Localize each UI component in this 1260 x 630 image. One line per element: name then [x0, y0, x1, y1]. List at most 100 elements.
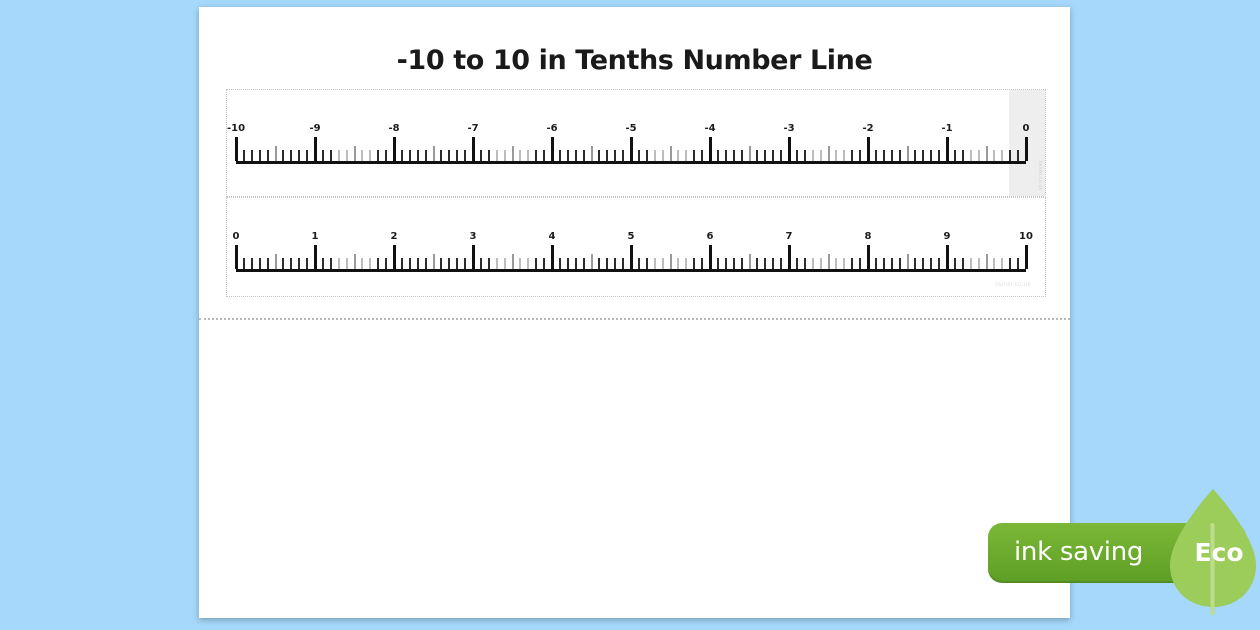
- corner-watermark: twinkl.co.uk: [995, 282, 1031, 288]
- tick-minor: [1017, 258, 1020, 269]
- tick-minor: [914, 150, 917, 161]
- tick-minor: [732, 150, 735, 161]
- tick-minor: [835, 150, 838, 161]
- tick-minor: [242, 150, 245, 161]
- tick-minor: [882, 150, 885, 161]
- tick-minor: [266, 258, 269, 269]
- tick-minor: [677, 258, 680, 269]
- tick-minor: [456, 258, 459, 269]
- tick-minor: [566, 150, 569, 161]
- tick-minor: [772, 150, 775, 161]
- tick-minor: [622, 258, 625, 269]
- tick-minor: [898, 150, 901, 161]
- tick-minor: [645, 258, 648, 269]
- tick-label: 4: [548, 231, 556, 242]
- worksheet-page: -10 to 10 in Tenths Number Line -10 -9 -8-…: [199, 7, 1070, 618]
- tick-minor: [732, 258, 735, 269]
- tick-major: [1024, 245, 1028, 269]
- tick-minor: [527, 258, 530, 269]
- tick-minor: [400, 150, 403, 161]
- tick-label: -3: [783, 123, 795, 134]
- tick-minor: [851, 258, 854, 269]
- tick-minor: [487, 258, 490, 269]
- tick-minor: [724, 150, 727, 161]
- tick-minor: [890, 150, 893, 161]
- tick-minor: [361, 258, 364, 269]
- tick-minor: [756, 258, 759, 269]
- number-line-baseline: [236, 161, 1026, 164]
- tick-minor: [701, 150, 704, 161]
- worksheet-sheet-1: -10 to 10 in Tenths Number Line -10 -9 -8-…: [199, 7, 1070, 318]
- tick-minor: [1009, 150, 1012, 161]
- tick-minor: [582, 150, 585, 161]
- tick-label: -1: [941, 123, 953, 134]
- number-line-strip-positive[interactable]: 0 1 2 3 4 5 6 7 8 9 10 twinkl.co.uk: [226, 197, 1046, 297]
- cut-line-divider: [199, 318, 1070, 320]
- tick-minor: [740, 258, 743, 269]
- tick-minor: [337, 258, 340, 269]
- tick-minor: [780, 258, 783, 269]
- tick-label: -4: [704, 123, 716, 134]
- tick-minor: [922, 150, 925, 161]
- tick-minor: [1001, 150, 1004, 161]
- tick-minor: [321, 150, 324, 161]
- tick-minor: [242, 258, 245, 269]
- tick-minor: [764, 258, 767, 269]
- tick-minor: [1017, 150, 1020, 161]
- number-line-strip-negative[interactable]: -10 -9 -8 -7 -6 -5 -4 -3 -2 -1 0 twinkl.co.uk: [226, 89, 1046, 197]
- tick-minor: [345, 258, 348, 269]
- tick-label: 5: [627, 231, 635, 242]
- tick-minor: [306, 150, 309, 161]
- tick-minor: [1001, 258, 1004, 269]
- tick-label: 3: [469, 231, 477, 242]
- tick-major: [866, 137, 870, 161]
- tick-minor: [424, 150, 427, 161]
- tick-minor: [377, 150, 380, 161]
- tick-minor: [282, 258, 285, 269]
- tick-major: [708, 245, 712, 269]
- tick-minor: [930, 150, 933, 161]
- tick-minor: [859, 258, 862, 269]
- tick-minor: [282, 150, 285, 161]
- tick-minor: [543, 150, 546, 161]
- tick-minor: [685, 150, 688, 161]
- tick-minor: [535, 150, 538, 161]
- tick-label: -7: [467, 123, 479, 134]
- tick-minor: [306, 258, 309, 269]
- tick-label: -5: [625, 123, 637, 134]
- tick-minor: [416, 150, 419, 161]
- tick-label: 10: [1019, 231, 1033, 242]
- tick-minor: [701, 258, 704, 269]
- tick-minor: [503, 258, 506, 269]
- tick-minor: [953, 258, 956, 269]
- tick-minor: [914, 258, 917, 269]
- tick-minor: [977, 150, 980, 161]
- tick-half: [511, 254, 514, 269]
- ink-saving-eco-badge: Eco ink saving: [988, 489, 1260, 615]
- tick-label: 2: [390, 231, 398, 242]
- tick-minor: [859, 150, 862, 161]
- tick-minor: [819, 258, 822, 269]
- tick-minor: [780, 150, 783, 161]
- tick-minor: [693, 150, 696, 161]
- tick-minor: [819, 150, 822, 161]
- tick-minor: [495, 150, 498, 161]
- tick-half: [827, 146, 830, 161]
- tick-minor: [661, 150, 664, 161]
- tick-minor: [424, 258, 427, 269]
- tick-minor: [724, 258, 727, 269]
- tick-half: [432, 254, 435, 269]
- tick-half: [590, 146, 593, 161]
- tick-minor: [487, 150, 490, 161]
- tick-minor: [803, 150, 806, 161]
- tick-minor: [977, 258, 980, 269]
- tick-minor: [582, 258, 585, 269]
- tick-label: -2: [862, 123, 874, 134]
- tick-minor: [969, 258, 972, 269]
- tick-minor: [519, 258, 522, 269]
- tick-minor: [764, 150, 767, 161]
- page-title: -10 to 10 in Tenths Number Line: [396, 45, 873, 76]
- tick-minor: [1009, 258, 1012, 269]
- tick-minor: [843, 150, 846, 161]
- tick-major: [629, 137, 633, 161]
